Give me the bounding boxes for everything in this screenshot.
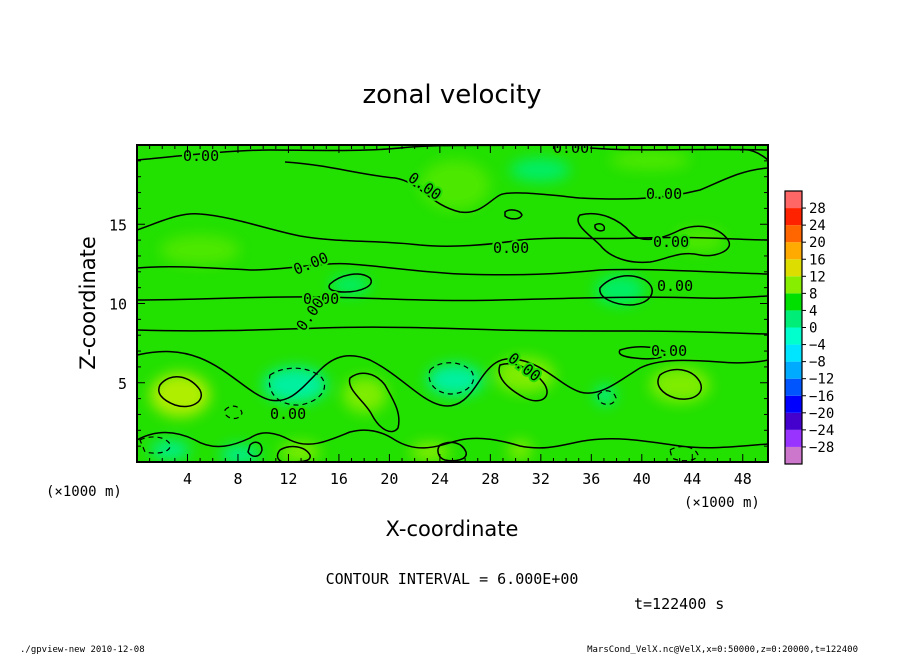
colorbar-swatch [785, 276, 802, 294]
x-tick-label: 32 [532, 470, 550, 488]
contour-label: 0.00 [646, 185, 682, 203]
y-tick-label: 15 [109, 216, 127, 234]
y-tick-label: 5 [118, 375, 127, 393]
x-tick-label: 36 [582, 470, 600, 488]
colorbar-swatch [785, 361, 802, 379]
contour-label: 0.00 [270, 405, 306, 423]
y-tick-label: 10 [109, 296, 127, 314]
colorbar-swatch [785, 191, 802, 209]
x-tick-label: 40 [633, 470, 651, 488]
colorbar-swatch [785, 327, 802, 345]
contour-label: 0.00 [651, 342, 687, 360]
colorbar-tick-label: −24 [809, 423, 834, 439]
y-axis-label: Z-coordinate [76, 236, 100, 370]
contour-label: 0.00 [553, 139, 589, 157]
colorbar-tick-label: −8 [809, 355, 826, 371]
colorbar-swatch [785, 259, 802, 277]
colorbar-tick-label: 28 [809, 201, 826, 217]
colorbar-tick-label: 4 [809, 303, 817, 319]
contour-label: 0.00 [493, 239, 529, 257]
contour-lines [137, 145, 768, 462]
x-tick-label: 20 [380, 470, 398, 488]
colorbar-swatch [785, 412, 802, 430]
x-axis-label: X-coordinate [386, 517, 519, 541]
colorbar-swatch [785, 293, 802, 311]
colorbar-swatch [785, 378, 802, 396]
x-tick-label: 16 [330, 470, 348, 488]
colorbar-tick-label: −16 [809, 389, 834, 405]
x-axis-unit-left: (×1000 m) [46, 484, 122, 500]
colorbar-tick-label: 16 [809, 252, 826, 268]
contour-label: 0.00 [303, 290, 339, 308]
colorbar-tick-label: −20 [809, 406, 834, 422]
colorbar-swatch [785, 310, 802, 328]
x-axis: 4 8 12 16 20 24 28 32 36 40 44 48 [149, 145, 756, 488]
colorbar-tick-label: −4 [809, 338, 826, 354]
x-tick-label: 28 [481, 470, 499, 488]
y-axis: 5 10 15 [109, 160, 768, 447]
x-axis-unit-right: (×1000 m) [684, 495, 760, 511]
contour-label: 0.00 [653, 233, 689, 251]
x-tick-label: 44 [683, 470, 701, 488]
colorbar-swatch [785, 208, 802, 226]
colorbar-swatch [785, 242, 802, 260]
contour-label: 0.00 [657, 277, 693, 295]
colorbar-tick-label: 20 [809, 235, 826, 251]
colorbar-swatch [785, 225, 802, 243]
x-tick-label: 48 [734, 470, 752, 488]
x-tick-label: 4 [183, 470, 192, 488]
colorbar-swatch [785, 344, 802, 362]
negative-contours [139, 362, 699, 462]
colorbar-swatch [785, 429, 802, 447]
footer-source: MarsCond_VelX.nc@VelX,x=0:50000,z=0:2000… [587, 645, 858, 654]
contour-label: 0.00 [183, 147, 219, 165]
plot-area: 0.00 0.00 0.00 0.00 0.00 0.00 0.00 0.00 … [137, 139, 768, 462]
time-stamp: t=122400 s [634, 595, 724, 613]
colorbar-tick-label: 8 [809, 286, 817, 302]
colorbar-tick-label: −28 [809, 440, 834, 456]
x-tick-label: 24 [431, 470, 449, 488]
colorbar-swatch [785, 446, 802, 464]
colorbar-tick-label: 24 [809, 218, 826, 234]
x-tick-label: 8 [233, 470, 242, 488]
chart-title: zonal velocity [362, 80, 541, 110]
colorbar-tick-label: 0 [809, 321, 817, 337]
colorbar-swatch [785, 395, 802, 413]
x-tick-label: 12 [279, 470, 297, 488]
colorbar-tick-label: 12 [809, 269, 826, 285]
colorbar-tick-label: −12 [809, 372, 834, 388]
contour-interval-text: CONTOUR INTERVAL = 6.000E+00 [326, 570, 579, 588]
footer-program-date: ./gpview-new 2010-12-08 [20, 645, 145, 654]
